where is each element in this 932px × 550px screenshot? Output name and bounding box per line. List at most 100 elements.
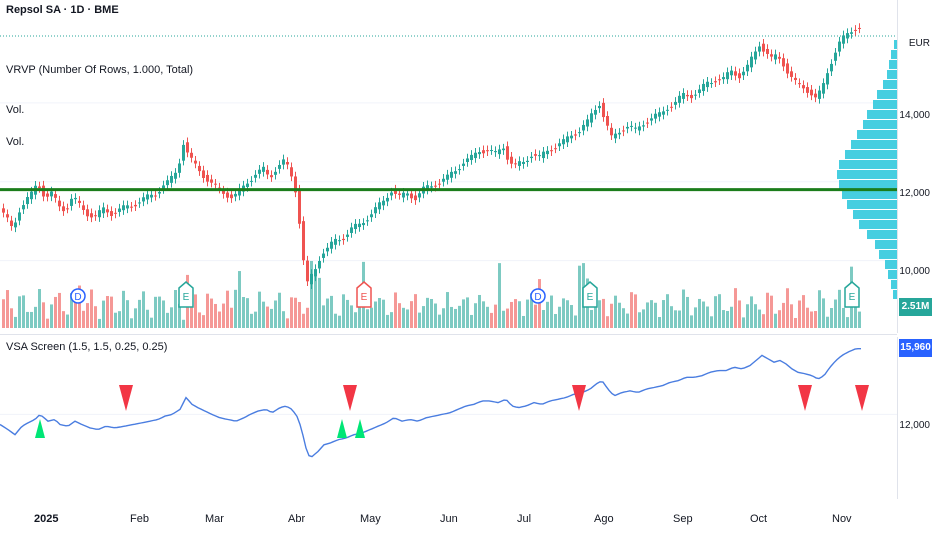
volume-bar: [194, 294, 197, 328]
candle: [838, 41, 841, 52]
vrvp-legend[interactable]: VRVP (Number Of Rows, 1.000, Total): [6, 64, 194, 76]
candle: [410, 193, 413, 199]
vsa-down-signal: [572, 385, 586, 411]
volume-bar: [578, 265, 581, 328]
time-axis[interactable]: 2025 Feb Mar Abr May Jun Jul Ago Sep Oct…: [0, 500, 932, 550]
volume-profile-bar: [877, 90, 897, 99]
volume-profile-bar: [894, 40, 897, 49]
candle: [350, 227, 353, 233]
vsa-pane[interactable]: VSA Screen (1.5, 1.5, 0.25, 0.25) 12,000…: [0, 337, 932, 499]
candle: [618, 132, 621, 135]
volume-bar: [746, 304, 749, 328]
candle: [258, 169, 261, 174]
candle: [514, 163, 517, 165]
vsa-axis[interactable]: 12,000: [897, 337, 932, 499]
candle: [622, 130, 625, 132]
candle: [566, 136, 569, 143]
volume-profile-bar: [842, 190, 897, 199]
volume-bar: [66, 314, 69, 328]
volume-bar: [446, 292, 449, 328]
candle: [570, 135, 573, 139]
volume-bar: [202, 315, 205, 328]
volume-legend-2[interactable]: Vol.: [6, 136, 25, 148]
candle: [146, 194, 149, 200]
vsa-down-signal: [343, 385, 357, 411]
volume-bar: [726, 310, 729, 328]
volume-bar: [614, 295, 617, 328]
volume-bar: [518, 301, 521, 328]
candle: [54, 194, 57, 198]
volume-bar: [690, 315, 693, 328]
candle: [110, 211, 113, 216]
vsa-down-signal: [855, 385, 869, 411]
candle: [846, 33, 849, 39]
volume-bar: [82, 310, 85, 328]
volume-bar: [558, 306, 561, 328]
candle: [654, 113, 657, 119]
volume-bar: [262, 301, 265, 328]
candle: [106, 209, 109, 213]
volume-bar: [838, 289, 841, 328]
volume-legend-1[interactable]: Vol.: [6, 104, 25, 116]
volume-profile-bar: [867, 230, 897, 239]
volume-profile-bar: [837, 170, 897, 179]
candle: [270, 175, 273, 178]
price-tick: 14,000: [899, 110, 930, 121]
candle: [302, 221, 305, 261]
candle: [650, 118, 653, 121]
candle: [730, 70, 733, 76]
candle: [230, 194, 233, 199]
volume-bar: [670, 306, 673, 328]
candle: [546, 150, 549, 155]
price-axis[interactable]: EUR 14,000 12,000 10,000: [897, 0, 932, 333]
volume-bar: [310, 261, 313, 328]
volume-bar: [22, 295, 25, 328]
candle: [642, 125, 645, 127]
candle: [450, 171, 453, 178]
volume-bar: [858, 311, 861, 328]
volume-bar: [534, 304, 537, 328]
candle: [334, 238, 337, 245]
candle: [6, 214, 9, 218]
volume-bar: [546, 301, 549, 328]
volume-bar: [826, 316, 829, 328]
volume-bar: [210, 298, 213, 328]
pane-separator[interactable]: [0, 334, 897, 335]
candle: [818, 90, 821, 99]
volume-bar: [770, 295, 773, 328]
earnings-marker: E: [582, 281, 598, 308]
volume-bar: [466, 297, 469, 328]
volume-bar: [846, 317, 849, 328]
volume-bar: [514, 299, 517, 328]
price-pane[interactable]: D E E D E E Repsol SA · 1D · BME VRVP (Number…: [0, 0, 932, 333]
dividend-circle: [70, 288, 86, 304]
vsa-down-signal: [119, 385, 133, 411]
candle: [290, 167, 293, 177]
vsa-legend[interactable]: VSA Screen (1.5, 1.5, 0.25, 0.25): [6, 341, 168, 353]
volume-bar: [106, 296, 109, 328]
volume-bar: [238, 271, 241, 328]
time-label: 2025: [34, 513, 59, 525]
candle: [90, 213, 93, 218]
volume-bar: [818, 290, 821, 328]
candle: [542, 151, 545, 159]
time-label: Ago: [594, 513, 614, 525]
candle: [18, 212, 21, 221]
volume-bar: [414, 294, 417, 328]
volume-bar: [606, 316, 609, 328]
symbol-title[interactable]: Repsol SA · 1D · BME: [6, 4, 119, 16]
volume-bar: [618, 302, 621, 328]
candle: [530, 156, 533, 159]
volume-bar: [382, 299, 385, 328]
candle: [194, 160, 197, 164]
vsa-chart[interactable]: [0, 337, 897, 499]
volume-bar: [158, 296, 161, 328]
candle: [802, 85, 805, 89]
candle: [382, 200, 385, 206]
candle: [850, 32, 853, 34]
candle: [298, 189, 301, 224]
volume-bar: [174, 290, 177, 328]
volume-bar: [14, 316, 17, 328]
volume-bar: [102, 300, 105, 328]
